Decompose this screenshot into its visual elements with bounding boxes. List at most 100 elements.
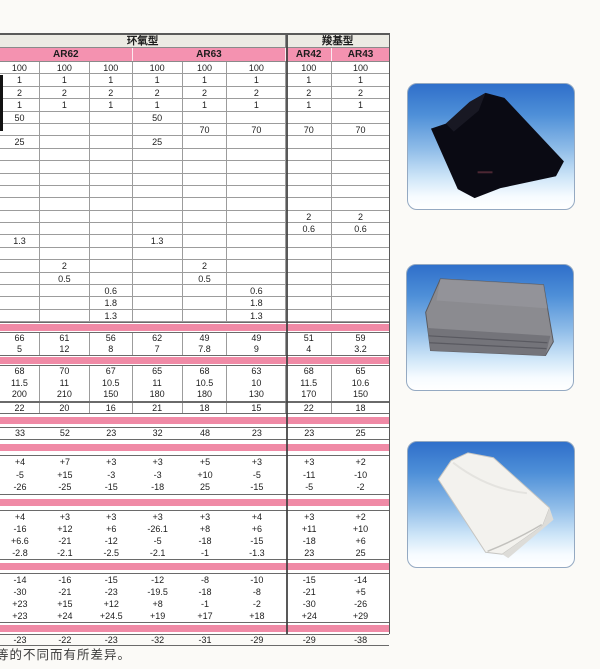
table-cell <box>89 223 133 236</box>
table-cell: 49 <box>183 333 228 345</box>
table-cell: 2 <box>286 210 333 224</box>
table-row <box>0 185 389 199</box>
table-cell: 170 <box>286 389 333 401</box>
table-cell: 1 <box>227 99 287 112</box>
table-cell: 180 <box>183 389 228 401</box>
table-row: -16 +12 +6 -26.1 +8 +6 +11 +10 <box>0 523 389 535</box>
table-cell: 1.3 <box>89 309 133 323</box>
table-cell: 25 <box>199 482 210 493</box>
table-cell: +7 <box>59 457 70 468</box>
table-cell <box>89 272 133 286</box>
table-cell: 23 <box>251 428 262 439</box>
table-cell: +5 <box>199 457 211 468</box>
table-cell <box>89 247 133 261</box>
table-cell: -5 <box>305 482 314 493</box>
table-cell <box>286 260 333 273</box>
table-cell: -10 <box>354 469 368 480</box>
table-cell: 48 <box>199 428 210 439</box>
table-cell <box>132 185 183 199</box>
table-cell <box>332 285 389 298</box>
table-row: -14 -16 -15 -12 -8 -10 -15 -14 <box>0 574 389 586</box>
table-section-values: 66 61 56 62 49 49 51 59 5 12 8 7 7.8 9 4 3.2 <box>0 332 389 357</box>
table-section-values: -14 -16 -15 -12 -8 -10 -15 -14 -30 -21 -23 -19.5 -18… <box>0 572 389 623</box>
table-cell: -16 <box>58 574 72 585</box>
table-cell: +24.5 <box>99 610 123 621</box>
table-cell <box>227 235 287 248</box>
table-cell: -21 <box>58 586 72 597</box>
table-cell <box>39 235 90 248</box>
table-cell: -14 <box>13 574 27 585</box>
table-cell: 23 <box>106 428 117 439</box>
table-cell: +19 <box>149 610 166 621</box>
table-cell: +10 <box>197 469 213 480</box>
table-cell: -2.5 <box>103 547 119 558</box>
table-cell: -19.5 <box>147 586 168 597</box>
table-cell: 10.5 <box>90 377 133 390</box>
table-cell: -26.1 <box>147 523 168 534</box>
table-cell: 67 <box>90 366 133 378</box>
table-cell <box>0 148 40 162</box>
pink-band <box>0 356 389 366</box>
table-cell: 1 <box>332 74 389 87</box>
table-cell: 1 <box>132 99 183 112</box>
table-cell <box>39 173 90 186</box>
type-header-epoxy: 环氧型 <box>0 35 287 47</box>
spec-table: 环氧型 羧基型 AR62 AR63 AR42 AR43 100 100 100 100… <box>0 33 390 647</box>
table-cell <box>332 235 389 248</box>
table-cell: -2.1 <box>57 547 73 558</box>
table-cell <box>89 111 133 124</box>
table-cell: 22 <box>0 402 40 414</box>
product-photo-black-fabric <box>407 83 575 210</box>
table-cell: 2 <box>39 260 90 273</box>
table-cell <box>0 309 40 323</box>
table-cell: +15 <box>57 469 73 480</box>
table-cell: 65 <box>355 366 366 377</box>
table-cell: 100 <box>132 62 183 75</box>
table-cell: +12 <box>57 523 73 534</box>
table-cell <box>227 161 287 174</box>
table-cell <box>227 247 287 261</box>
table-cell: 2 <box>182 260 228 273</box>
table-cell: +5 <box>355 586 366 597</box>
table-cell <box>332 310 389 323</box>
table-row: 68 70 67 65 68 63 68 65 <box>0 366 389 378</box>
table-row <box>0 148 389 162</box>
table-cell: +2 <box>355 511 366 522</box>
table-cell <box>182 285 228 298</box>
table-cell <box>0 210 40 224</box>
table-row: 1.3 1.3 <box>0 235 389 248</box>
table-cell <box>227 210 287 224</box>
table-cell <box>89 161 133 174</box>
table-cell <box>227 260 287 273</box>
footer-note: 等的不同而有所差异。 <box>0 648 132 662</box>
table-cell <box>286 272 333 286</box>
table-row: 22 20 16 21 18 15 22 18 <box>0 402 389 414</box>
table-cell: 7 <box>133 344 183 356</box>
table-cell <box>332 273 389 286</box>
table-cell: 100 <box>227 62 287 75</box>
table-cell <box>332 149 389 162</box>
table-cell: 1 <box>39 99 90 112</box>
table-cell <box>132 123 183 137</box>
table-row: +23 +15 +12 +8 -1 -2 -30 -26 <box>0 598 389 610</box>
pink-band <box>0 497 389 507</box>
table-row: 70 70 70 70 <box>0 123 389 137</box>
table-cell: 25 <box>0 136 40 149</box>
grey-fabric-illustration <box>425 278 554 356</box>
table-cell <box>227 173 287 186</box>
table-cell: -3 <box>107 469 116 480</box>
table-cell <box>132 161 183 174</box>
table-cell: 100 <box>39 62 90 75</box>
table-cell: 5 <box>0 344 40 356</box>
table-cell: 11.5 <box>0 377 40 390</box>
table-cell <box>89 235 133 248</box>
table-cell: -22 <box>58 634 72 645</box>
table-cell: 150 <box>353 389 369 400</box>
table-cell: 0.5 <box>182 272 228 286</box>
table-cell: 100 <box>332 62 389 75</box>
table-cell: 51 <box>286 333 333 345</box>
table-cell <box>39 309 90 323</box>
table-cell: 2 <box>39 86 90 100</box>
table-cell: -18 <box>198 586 212 597</box>
